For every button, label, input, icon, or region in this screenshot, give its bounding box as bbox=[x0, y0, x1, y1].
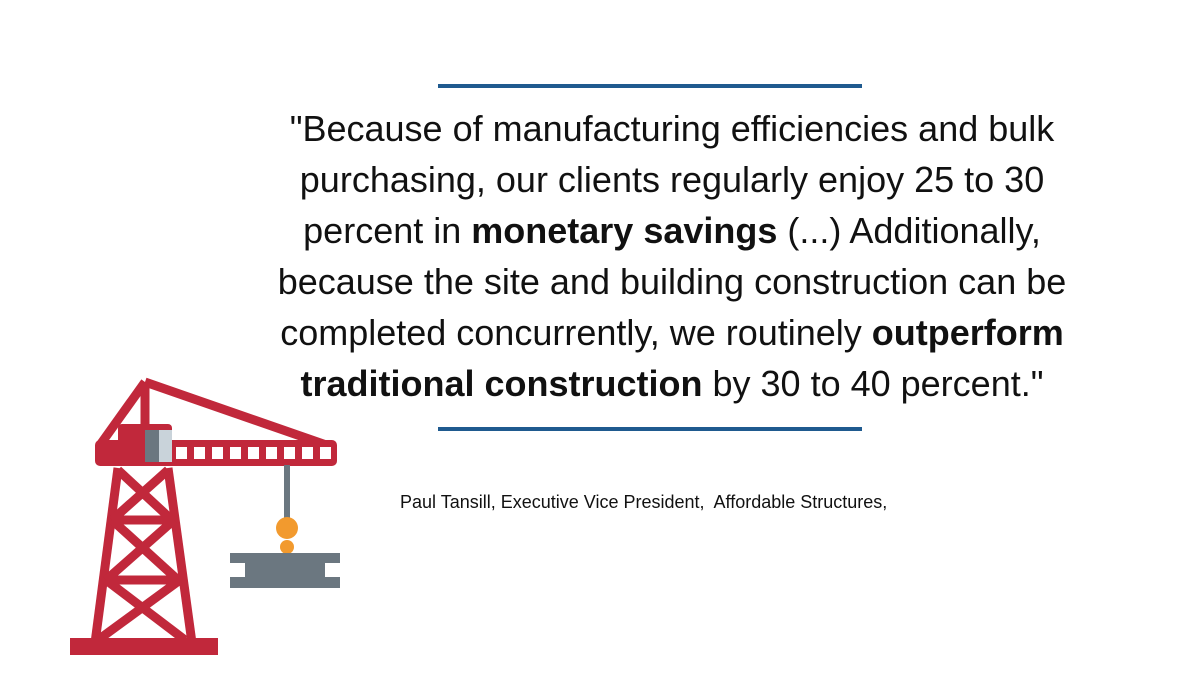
quote-line: percent in monetary savings (...) Additi… bbox=[222, 205, 1122, 256]
quote-text: completed concurrently, we routinely bbox=[280, 312, 872, 353]
quote-text: (...) Additionally, bbox=[777, 210, 1041, 251]
quote-line: traditional construction by 30 to 40 per… bbox=[222, 358, 1122, 409]
attribution: Paul Tansill, Executive Vice President, … bbox=[400, 492, 888, 512]
quote: "Because of manufacturing efficiencies a… bbox=[222, 103, 1122, 409]
quote-emphasis: outperform bbox=[871, 312, 1064, 353]
quote-line: completed concurrently, we routinely out… bbox=[222, 307, 1122, 358]
crane-frame bbox=[90, 377, 334, 644]
quote-line: "Because of manufacturing efficiencies a… bbox=[222, 103, 1122, 154]
quote-emphasis: monetary savings bbox=[471, 210, 778, 251]
quote-line: purchasing, our clients regularly enjoy … bbox=[222, 154, 1122, 205]
divider bbox=[438, 84, 862, 88]
quote-text: purchasing, our clients regularly enjoy … bbox=[299, 159, 1045, 200]
divider bbox=[438, 427, 862, 431]
quote-line: because the site and building constructi… bbox=[222, 256, 1122, 307]
quote-text: by 30 to 40 percent." bbox=[702, 363, 1044, 404]
quote-text: percent in bbox=[303, 210, 472, 251]
quote-emphasis: traditional construction bbox=[300, 363, 703, 404]
crane-illustration bbox=[70, 377, 340, 655]
quote-text: because the site and building constructi… bbox=[277, 261, 1067, 302]
quote-text: "Because of manufacturing efficiencies a… bbox=[289, 108, 1055, 149]
